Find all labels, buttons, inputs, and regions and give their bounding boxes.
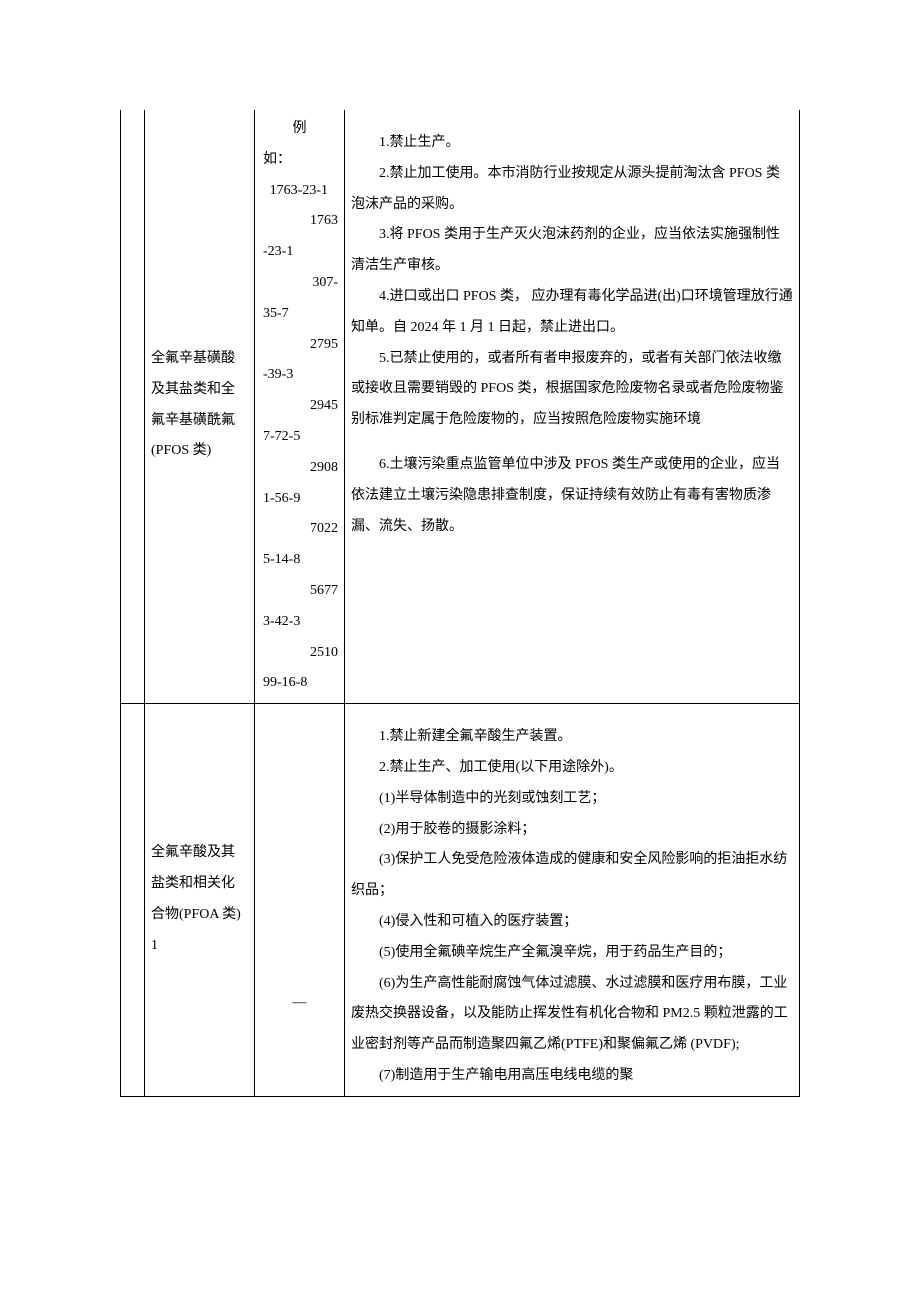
cas-dash: —: [261, 708, 338, 1019]
cas-value: 2908: [261, 453, 338, 484]
cell-idx: [121, 704, 145, 1097]
regulation-table: 全氟辛基磺酸及其盐类和全氟辛基磺酰氟(PFOS 类) 例 如： 1763-23-…: [120, 110, 800, 1097]
cas-value: 2510: [261, 638, 338, 669]
cell-name: 全氟辛基磺酸及其盐类和全氟辛基磺酰氟(PFOS 类): [145, 110, 255, 704]
req-sub: (2)用于胶卷的摄影涂料；: [351, 815, 793, 846]
cell-req: 1.禁止新建全氟辛酸生产装置。 2.禁止生产、加工使用(以下用途除外)。 (1)…: [345, 704, 800, 1097]
cas-value: 99-16-8: [261, 668, 338, 699]
req-item: 2.禁止生产、加工使用(以下用途除外)。: [351, 753, 793, 784]
table-row: 全氟辛基磺酸及其盐类和全氟辛基磺酰氟(PFOS 类) 例 如： 1763-23-…: [121, 110, 800, 704]
cell-idx: [121, 110, 145, 704]
req-item: 4.进口或出口 PFOS 类， 应办理有毒化学品进(出)口环境管理放行通知单。自…: [351, 282, 793, 344]
cas-value: 1-56-9: [261, 484, 338, 515]
cas-value: 35-7: [261, 299, 338, 330]
req-sub: (4)侵入性和可植入的医疗装置；: [351, 907, 793, 938]
req-sub: (1)半导体制造中的光刻或蚀刻工艺；: [351, 784, 793, 815]
table-row: 全氟辛酸及其盐类和相关化合物(PFOA 类) 1 — 1.禁止新建全氟辛酸生产装…: [121, 704, 800, 1097]
cas-label: 如：: [261, 145, 338, 176]
cas-head: 例: [261, 114, 338, 145]
substance-name: 全氟辛酸及其盐类和相关化合物(PFOA 类) 1: [151, 708, 248, 961]
cell-name: 全氟辛酸及其盐类和相关化合物(PFOA 类) 1: [145, 704, 255, 1097]
substance-name: 全氟辛基磺酸及其盐类和全氟辛基磺酰氟(PFOS 类): [151, 114, 248, 467]
cas-value: 1763: [261, 206, 338, 237]
cell-req: 1.禁止生产。 2.禁止加工使用。本市消防行业按规定从源头提前淘汰含 PFOS …: [345, 110, 800, 704]
req-item: 5.已禁止使用的，或者所有者申报废弃的，或者有关部门依法收缴或接收且需要销毁的 …: [351, 344, 793, 436]
req-sub: (6)为生产高性能耐腐蚀气体过滤膜、水过滤膜和医疗用布膜，工业废热交换器设备，以…: [351, 969, 793, 1061]
cell-cas: —: [255, 704, 345, 1097]
req-item: 6.土壤污染重点监管单位中涉及 PFOS 类生产或使用的企业，应当依法建立土壤污…: [351, 450, 793, 542]
cas-value: 307-: [261, 268, 338, 299]
req-sub: (3)保护工人免受危险液体造成的健康和安全风险影响的拒油拒水纺织品；: [351, 845, 793, 907]
cas-value: 1763-23-1: [261, 176, 338, 207]
cas-value: 5-14-8: [261, 545, 338, 576]
req-item: 3.将 PFOS 类用于生产灭火泡沫药剂的企业，应当依法实施强制性清洁生产审核。: [351, 220, 793, 282]
req-item: 1.禁止生产。: [351, 128, 793, 159]
cas-value: 3-42-3: [261, 607, 338, 638]
cas-value: 7-72-5: [261, 422, 338, 453]
cell-cas: 例 如： 1763-23-1 1763 -23-1 307- 35-7 2795…: [255, 110, 345, 704]
cas-value: -39-3: [261, 360, 338, 391]
cas-value: 2945: [261, 391, 338, 422]
req-item: 1.禁止新建全氟辛酸生产装置。: [351, 722, 793, 753]
cas-value: 7022: [261, 514, 338, 545]
cas-value: 5677: [261, 576, 338, 607]
req-sub: (5)使用全氟碘辛烷生产全氟溴辛烷，用于药品生产目的；: [351, 938, 793, 969]
cas-value: -23-1: [261, 237, 338, 268]
cas-value: 2795: [261, 330, 338, 361]
req-item: 2.禁止加工使用。本市消防行业按规定从源头提前淘汰含 PFOS 类泡沫产品的采购…: [351, 159, 793, 221]
req-sub: (7)制造用于生产输电用高压电线电缆的聚: [351, 1061, 793, 1092]
